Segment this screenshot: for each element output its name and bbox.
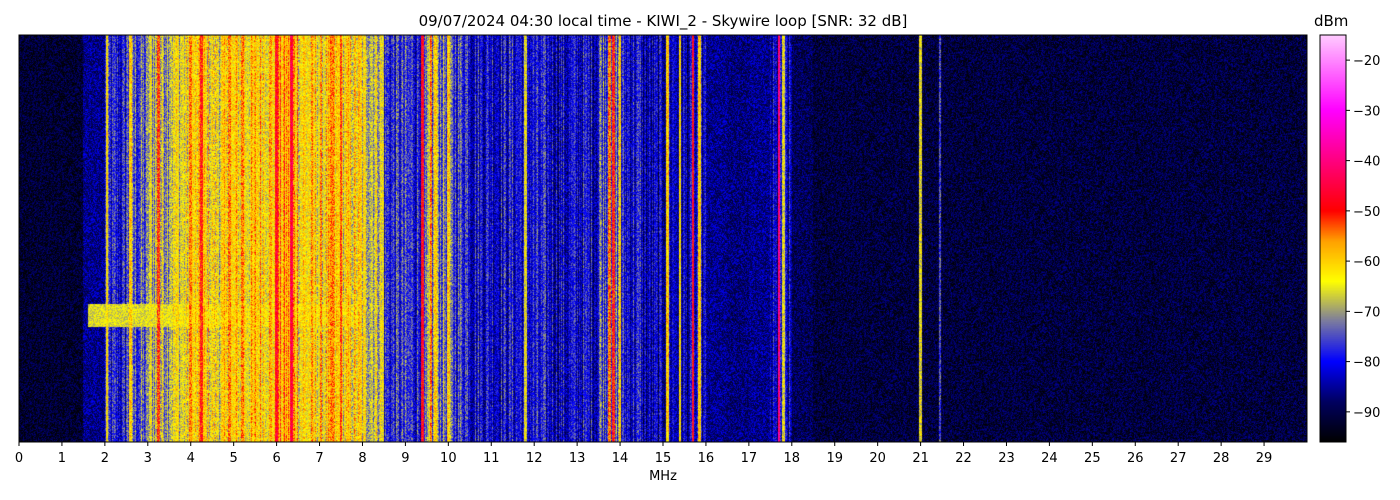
colorbar-tick-label: −70 [1353,305,1380,320]
x-tick-label: 6 [272,451,280,466]
x-tick-label: 1 [58,451,66,466]
colorbar-tick-label: −20 [1353,54,1380,69]
x-tick-label: 11 [483,451,500,466]
x-tick-label: 2 [101,451,109,466]
x-tick-label: 25 [1084,451,1101,466]
x-tick-label: 12 [526,451,543,466]
colorbar-label: dBm [1314,12,1349,30]
x-tick-label: 19 [826,451,843,466]
x-tick-label: 10 [440,451,457,466]
x-tick-label: 15 [655,451,672,466]
x-tick-label: 24 [1041,451,1058,466]
waterfall-heatmap [19,35,1307,442]
x-tick-label: 4 [187,451,195,466]
x-tick-label: 23 [998,451,1015,466]
x-tick-label: 29 [1256,451,1273,466]
x-tick-label: 5 [230,451,238,466]
x-tick-label: 28 [1213,451,1230,466]
plot-frame [18,34,1308,443]
colorbar-tick-label: −80 [1353,356,1380,371]
colorbar-tick-label: −60 [1353,255,1380,270]
x-tick-label: 27 [1170,451,1187,466]
x-tick-label: 0 [15,451,23,466]
x-tick-label: 21 [912,451,929,466]
x-tick-label: 26 [1127,451,1144,466]
colorbar-tick-label: −90 [1353,406,1380,421]
x-tick-label: 18 [784,451,801,466]
x-tick-label: 14 [612,451,629,466]
x-tick-label: 16 [698,451,715,466]
x-tick-label: 9 [401,451,409,466]
colorbar-tick-label: −50 [1353,205,1380,220]
chart-title: 09/07/2024 04:30 local time - KIWI_2 - S… [418,12,908,30]
x-tick-label: 8 [358,451,366,466]
x-tick-label: 7 [315,451,323,466]
colorbar [1320,35,1346,442]
x-tick-label: 20 [869,451,886,466]
x-tick-label: 22 [955,451,972,466]
x-tick-label: 13 [569,451,586,466]
colorbar-tick-label: −30 [1353,104,1380,119]
x-tick-label: 17 [741,451,758,466]
colorbar-tick-label: −40 [1353,155,1380,170]
x-axis-label: MHz [649,469,677,484]
colorbar-frame [1319,34,1347,443]
x-tick-label: 3 [144,451,152,466]
